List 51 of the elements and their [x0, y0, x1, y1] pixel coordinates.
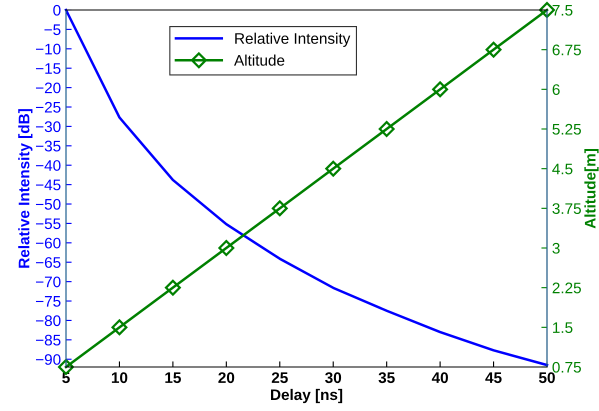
- y2-tick-label: 3: [552, 242, 560, 254]
- y-tick-label: −75: [36, 296, 60, 307]
- y2-tick-label: 3.75: [552, 203, 581, 214]
- y-tick-label: −60: [36, 238, 61, 249]
- point: [111, 319, 128, 336]
- y-tick-label: −10: [36, 44, 61, 54]
- y-tick-label: −85: [36, 334, 60, 346]
- point: [218, 240, 234, 256]
- legend-label: Altitude: [234, 54, 284, 66]
- y2-tick-label: 4.5: [552, 164, 572, 174]
- y2-tick-label: 1.5: [553, 322, 572, 334]
- x-tick-label: 40: [432, 372, 448, 384]
- y-tick-label: −30: [36, 121, 61, 132]
- y-tick-label: −15: [36, 63, 60, 74]
- x-tick-label: 20: [218, 372, 234, 384]
- x-tick-label: 15: [165, 372, 181, 384]
- x-tick-label: 45: [485, 372, 502, 384]
- y-tick-label: −65: [36, 257, 60, 268]
- y-tick-label: 0: [53, 4, 61, 16]
- y-tick-label: −80: [36, 315, 61, 326]
- x-axis-title: Delay [ns]: [271, 388, 342, 404]
- y2-tick-label: 6: [552, 84, 560, 96]
- y-tick-label: −20: [36, 82, 61, 94]
- legend-label: Relative Intensity: [235, 32, 350, 47]
- y-tick-label: −55: [36, 218, 60, 230]
- x-tick-label: 25: [272, 372, 288, 384]
- y-tick-label: −25: [36, 102, 60, 113]
- y-tick-label: −35: [36, 140, 60, 152]
- y2-tick-label: 5.25: [552, 124, 581, 135]
- point: [272, 200, 288, 216]
- point: [378, 121, 395, 137]
- y2-tick-label: 7.5: [552, 5, 572, 16]
- y-tick-label: −90: [36, 354, 61, 365]
- y-tick-label: −5: [44, 24, 60, 36]
- point: [432, 81, 448, 98]
- x-tick-label: 30: [325, 372, 342, 384]
- y-tick-label: −45: [36, 180, 60, 190]
- y2-axis-title: Altitude[m]: [584, 149, 599, 228]
- point: [164, 280, 181, 296]
- y-tick-label: −70: [36, 276, 61, 288]
- point: [325, 160, 342, 177]
- x-tick-label: 10: [112, 372, 128, 384]
- y2-tick-label: 6.75: [552, 44, 581, 56]
- x-tick-label: 35: [378, 372, 395, 384]
- y2-tick-label: 0.75: [552, 362, 581, 373]
- y-tick-label: −40: [36, 160, 61, 171]
- y-tick-label: −50: [36, 198, 61, 210]
- x-tick-label: 50: [538, 372, 555, 384]
- y2-tick-label: 2.25: [552, 282, 581, 294]
- point: [486, 42, 502, 58]
- y-axis-title: Relative Intensity [dB]: [18, 109, 32, 268]
